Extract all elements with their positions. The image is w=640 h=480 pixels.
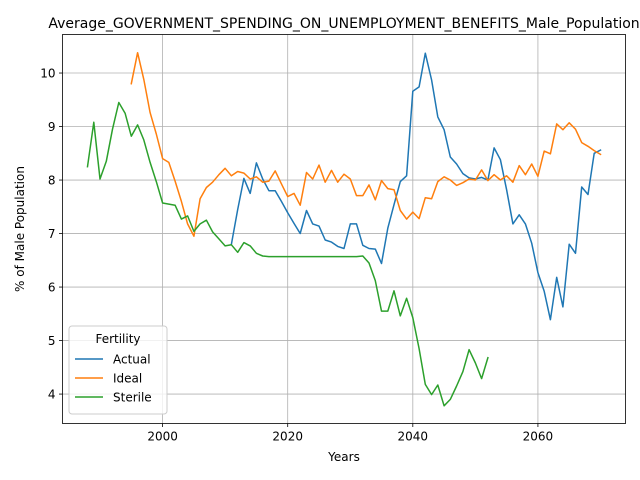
x-axis-ticks: 2000 2020 2040 2060 <box>147 423 554 444</box>
legend-label-actual: Actual <box>113 353 151 367</box>
x-tick-label: 2000 <box>147 430 178 444</box>
legend: Fertility Actual Ideal Sterile <box>68 325 168 415</box>
legend-frame <box>68 325 168 415</box>
series-line-ideal <box>130 51 602 237</box>
x-axis-label: Years <box>327 450 360 464</box>
y-axis-label: % of Male Population <box>13 166 27 292</box>
legend-title: Fertility <box>95 332 140 346</box>
series-line-actual <box>230 52 602 321</box>
y-tick-label: 6 <box>48 281 56 295</box>
x-tick-label: 2040 <box>398 430 429 444</box>
y-tick-label: 5 <box>48 334 56 348</box>
chart-title: Average_GOVERNMENT_SPENDING_ON_UNEMPLOYM… <box>48 16 639 32</box>
legend-label-ideal: Ideal <box>113 372 142 386</box>
y-tick-label: 10 <box>40 67 55 81</box>
legend-items: Actual Ideal Sterile <box>75 353 152 405</box>
series-line-sterile <box>86 101 489 407</box>
x-tick-label: 2020 <box>272 430 303 444</box>
y-tick-label: 8 <box>48 174 56 188</box>
legend-label-sterile: Sterile <box>113 391 152 405</box>
y-tick-label: 9 <box>48 120 56 134</box>
y-axis-ticks: 4 5 6 7 8 9 10 <box>40 67 63 402</box>
x-tick-label: 2060 <box>523 430 554 444</box>
y-tick-label: 7 <box>48 227 56 241</box>
series-lines <box>86 51 602 407</box>
plot-frame <box>62 34 626 424</box>
y-tick-label: 4 <box>48 388 56 402</box>
